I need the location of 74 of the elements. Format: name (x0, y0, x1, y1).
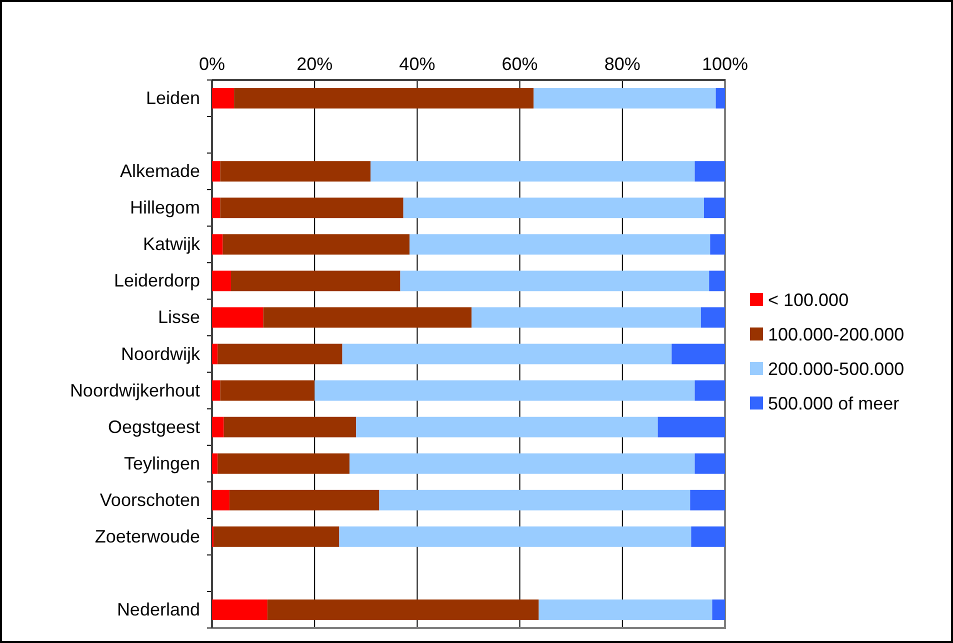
bar (212, 344, 218, 364)
bar (212, 600, 268, 620)
y-tick-label: Alkemade (120, 161, 200, 182)
bar (379, 490, 690, 510)
bar (472, 307, 701, 328)
bar (356, 416, 658, 438)
bar (694, 380, 725, 401)
bar (691, 526, 725, 547)
bar (314, 380, 695, 401)
x-tick-label: 0% (198, 54, 226, 74)
bar (690, 490, 725, 510)
bar (370, 161, 695, 182)
bar (220, 198, 404, 218)
legend-label: 100.000-200.000 (768, 324, 904, 344)
bar (224, 416, 356, 438)
bar (218, 344, 342, 364)
bar (230, 270, 400, 292)
x-tick-label: 20% (296, 54, 333, 74)
legend-label: < 100.000 (768, 290, 849, 310)
bar (222, 234, 410, 255)
x-tick-label: 80% (604, 54, 640, 74)
bar (538, 600, 712, 620)
bar (212, 234, 223, 255)
bar (220, 380, 315, 401)
bar (400, 270, 710, 292)
bar (716, 88, 725, 108)
y-tick-label: Lisse (158, 307, 200, 328)
bar (403, 198, 704, 218)
bar (212, 490, 230, 510)
y-tick-label: Leiden (146, 88, 200, 108)
x-tick-label: 60% (502, 54, 538, 74)
bar (704, 198, 725, 218)
bar (710, 234, 725, 255)
y-tick-label: Noordwijkerhout (70, 380, 200, 400)
bar (712, 600, 725, 620)
y-tick-label: Zoeterwoude (94, 526, 200, 546)
bar (214, 526, 340, 547)
bar (534, 88, 716, 108)
bar (694, 453, 725, 474)
bar (410, 234, 710, 255)
bar (212, 198, 220, 218)
bar (672, 344, 725, 364)
x-tick-label: 40% (399, 54, 436, 74)
legend-label: 200.000-500.000 (768, 359, 904, 379)
bar (212, 416, 224, 438)
y-tick-label: Teylingen (124, 453, 200, 474)
bar (694, 161, 725, 182)
y-tick-label: Nederland (116, 599, 200, 620)
bar (212, 270, 231, 292)
y-tick-label: Katwijk (142, 234, 201, 254)
bar (212, 88, 234, 108)
bar (229, 490, 380, 510)
bar (349, 453, 695, 474)
bar (212, 453, 218, 474)
bar (218, 453, 350, 474)
bar (212, 161, 220, 182)
y-tick-label: Oegstgeest (108, 416, 200, 437)
y-tick-label: Noordwijk (120, 344, 201, 364)
x-tick-label: 100% (702, 54, 748, 74)
bar (212, 380, 220, 401)
y-tick-label: Voorschoten (100, 490, 200, 510)
bar (212, 307, 264, 328)
bar (700, 307, 725, 328)
bar (709, 270, 725, 292)
legend-label: 500.000 of meer (768, 394, 900, 414)
bar (234, 88, 534, 108)
y-tick-label: Leiderdorp (114, 270, 200, 291)
bar (342, 344, 672, 364)
bar (220, 161, 371, 182)
bar (267, 600, 539, 620)
bar (263, 307, 472, 328)
y-tick-label: Hillegom (130, 198, 200, 218)
bar (658, 416, 725, 438)
bar (339, 526, 692, 547)
